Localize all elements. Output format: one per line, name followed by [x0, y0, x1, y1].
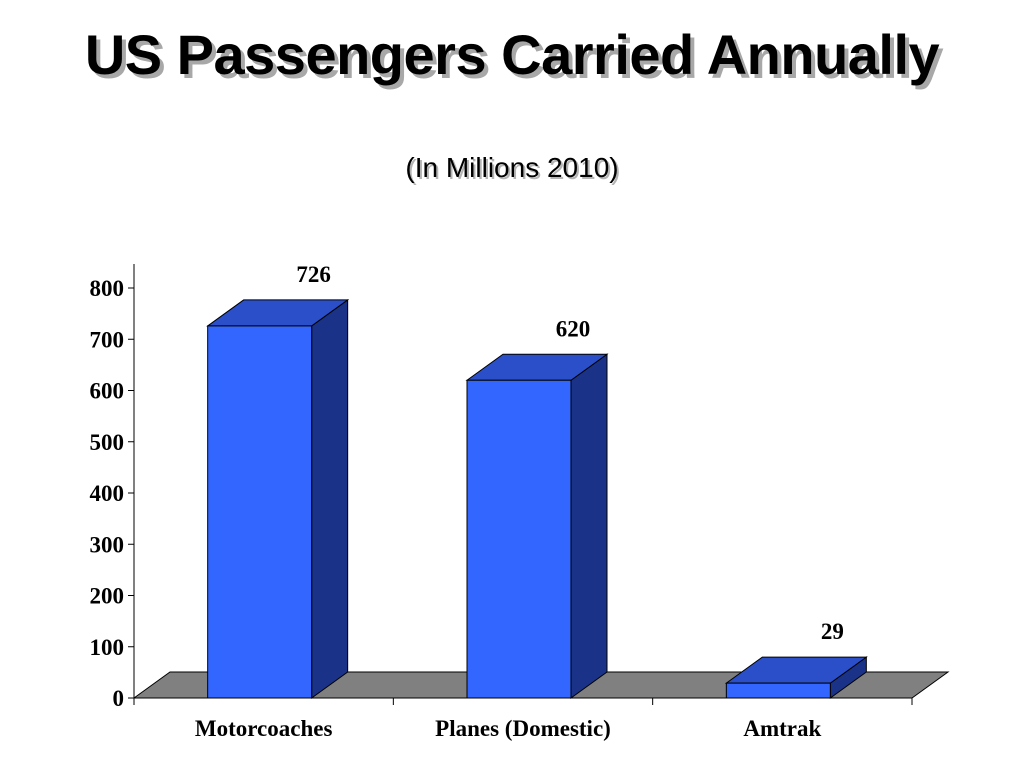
bar — [724, 656, 868, 699]
bar-front — [466, 379, 572, 699]
y-tick-label: 500 — [90, 430, 125, 455]
y-tick-label: 400 — [90, 481, 125, 506]
y-tick-label: 800 — [90, 276, 125, 301]
bar-side — [311, 298, 349, 699]
bar-front — [725, 682, 831, 699]
data-label: 620 — [556, 316, 591, 341]
y-tick-label: 300 — [90, 532, 125, 557]
bar-front — [207, 325, 313, 699]
chart-subtitle: (In Millions 2010) — [405, 152, 619, 183]
category-label: Motorcoaches — [195, 716, 333, 741]
bar-side — [570, 353, 608, 699]
y-tick-label: 0 — [113, 686, 125, 711]
data-label: 29 — [821, 619, 844, 644]
y-tick-label: 200 — [90, 584, 125, 609]
y-tick-label: 700 — [90, 327, 125, 352]
bar — [206, 298, 350, 699]
data-label: 726 — [296, 262, 331, 287]
chart-title: US Passengers Carried Annually — [84, 23, 940, 86]
bar — [465, 353, 609, 699]
category-label: Amtrak — [743, 716, 821, 741]
y-tick-label: 100 — [90, 635, 125, 660]
category-label: Planes (Domestic) — [435, 716, 611, 741]
y-tick-label: 600 — [90, 379, 125, 404]
